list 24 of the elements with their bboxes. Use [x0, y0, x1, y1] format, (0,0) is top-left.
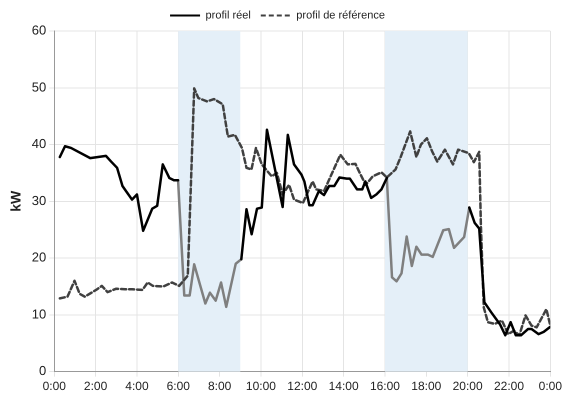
legend-label: profil de référence	[296, 10, 385, 22]
x-tick-label: 8:00	[208, 379, 232, 394]
legend-label: profil réel	[206, 10, 251, 22]
y-tick-label: 30	[32, 192, 46, 208]
y-tick-label: 60	[32, 22, 46, 38]
x-tick-label: 2:00	[84, 379, 108, 394]
y-axis-title: kW	[7, 190, 24, 212]
x-tick-label: 0:00	[538, 379, 562, 394]
x-tick-label: 18:00	[411, 379, 442, 394]
x-tick-label: 4:00	[125, 379, 149, 394]
x-tick-label: 0:00	[42, 379, 66, 394]
x-tick-label: 6:00	[166, 379, 190, 394]
x-tick-label: 20:00	[452, 379, 483, 394]
y-tick-label: 0	[39, 363, 46, 378]
x-tick-label: 22:00	[494, 379, 524, 394]
x-tick-label: 10:00	[246, 379, 276, 394]
x-tick-label: 14:00	[328, 379, 359, 394]
x-tick-label: 16:00	[370, 379, 400, 394]
y-tick-label: 20	[32, 250, 46, 265]
y-tick-label: 50	[32, 79, 46, 94]
x-tick-label: 12:00	[287, 379, 318, 394]
y-tick-label: 40	[32, 136, 46, 152]
y-tick-label: 10	[32, 306, 46, 322]
line-series	[58, 87, 550, 337]
